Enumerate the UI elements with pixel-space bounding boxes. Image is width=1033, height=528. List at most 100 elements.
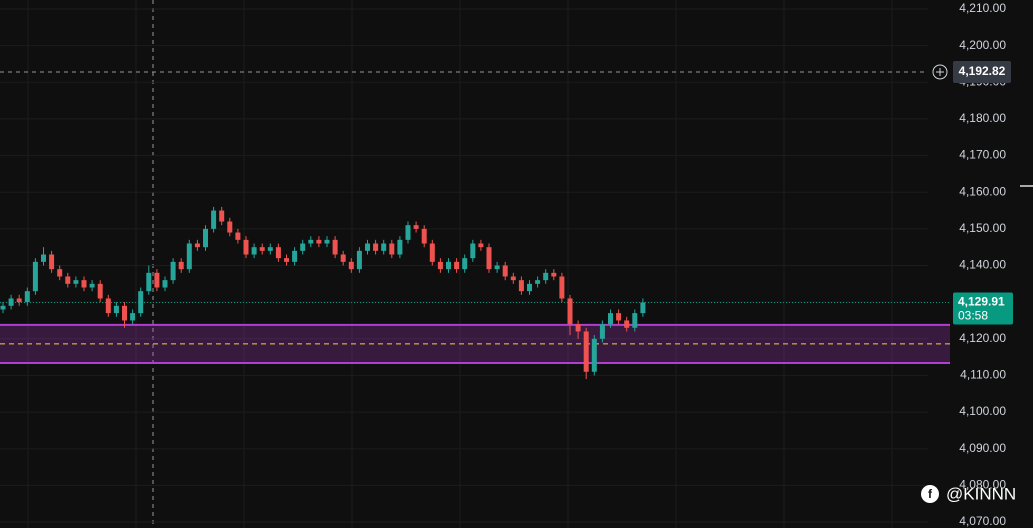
candle-body xyxy=(373,243,379,251)
candle-body xyxy=(203,228,208,248)
y-tick-label: 4,100.00 xyxy=(959,404,1006,418)
y-tick-label: 4,210.00 xyxy=(959,1,1006,15)
candle-body xyxy=(130,313,136,321)
watermark: f @KINNN xyxy=(921,484,1016,503)
candle-body xyxy=(8,298,14,306)
y-tick-label: 4,160.00 xyxy=(959,184,1006,198)
candle-body xyxy=(194,243,200,248)
candle-body xyxy=(65,276,71,284)
candle-body xyxy=(41,254,46,262)
candle-body xyxy=(551,272,557,277)
candle-body xyxy=(478,243,484,248)
watermark-text: @KINNN xyxy=(946,484,1016,503)
candle-body xyxy=(518,280,524,292)
crosshair-label: 4,192.82 xyxy=(959,64,1006,78)
candle-body xyxy=(608,313,613,325)
y-tick-label: 4,080.00 xyxy=(959,478,1006,492)
candle-body xyxy=(429,243,435,262)
crosshair-plus-button[interactable] xyxy=(932,64,948,80)
y-tick-label: 4,180.00 xyxy=(959,111,1006,125)
candle-body xyxy=(599,324,605,339)
candle-body xyxy=(527,283,532,292)
y-tick-label: 4,090.00 xyxy=(959,441,1006,455)
candle-body xyxy=(308,239,314,244)
candle-body xyxy=(575,324,581,332)
candle-body xyxy=(73,280,79,284)
candle-body xyxy=(502,265,508,277)
y-tick-label: 4,070.00 xyxy=(959,514,1006,528)
countdown-label: 03:58 xyxy=(958,309,988,323)
candle-body xyxy=(146,272,152,292)
candle-body xyxy=(446,261,451,270)
candle-body xyxy=(219,210,225,222)
candle-body xyxy=(397,239,403,255)
candle-body xyxy=(486,247,492,270)
candle-body xyxy=(389,243,395,255)
candle-body xyxy=(316,239,322,244)
candle-body xyxy=(510,276,516,281)
candle-body xyxy=(324,239,330,244)
candle-body xyxy=(251,247,257,255)
y-tick-label: 4,150.00 xyxy=(959,221,1006,235)
candle-body xyxy=(405,225,411,240)
candle-body xyxy=(632,313,638,328)
y-tick-label: 4,110.00 xyxy=(960,368,1006,382)
candle-body xyxy=(348,261,354,270)
candle-body xyxy=(113,305,119,314)
y-tick-label: 4,120.00 xyxy=(959,331,1006,345)
candle-body xyxy=(97,283,103,299)
candle-body xyxy=(567,298,573,325)
y-tick-label: 4,140.00 xyxy=(959,258,1006,272)
candle-body xyxy=(292,250,298,262)
candle-body xyxy=(243,239,249,255)
candle-body xyxy=(32,261,38,292)
candle-body xyxy=(178,261,184,270)
candle-body xyxy=(413,225,419,229)
candle-body xyxy=(81,280,87,288)
candle-body xyxy=(154,272,160,288)
y-tick-label: 4,170.00 xyxy=(959,148,1006,162)
candle-body xyxy=(267,247,273,251)
candle-body xyxy=(640,302,646,314)
candle-body xyxy=(365,243,370,251)
last-price-box xyxy=(953,292,1013,325)
candle-body xyxy=(24,291,30,303)
candle-body xyxy=(162,280,168,288)
candle-body xyxy=(494,265,500,270)
candle-body xyxy=(462,258,468,270)
candle-body xyxy=(211,210,217,229)
candle-body xyxy=(616,313,622,321)
candle-body xyxy=(105,298,111,314)
candle-body xyxy=(235,232,241,240)
candle-body xyxy=(332,239,338,255)
candle-body xyxy=(421,228,427,244)
last-price-label: 4,129.91 xyxy=(958,295,1005,309)
candle-body xyxy=(89,283,95,288)
candle-body xyxy=(559,276,565,299)
candle-body xyxy=(138,291,144,314)
candle-body xyxy=(591,338,597,372)
candle-body xyxy=(535,280,541,284)
candle-body xyxy=(470,243,476,259)
candle-body xyxy=(284,258,289,262)
y-tick-label: 4,200.00 xyxy=(959,38,1006,52)
candle-body xyxy=(0,305,6,310)
candle-body xyxy=(356,250,362,270)
candle-body xyxy=(186,243,192,270)
candle-body xyxy=(16,298,22,303)
candle-body xyxy=(122,305,127,321)
candle-body xyxy=(259,247,265,251)
candle-body xyxy=(275,247,281,259)
candle-body xyxy=(227,221,233,233)
zone-fill xyxy=(0,324,950,363)
watermark-icon: f xyxy=(928,487,933,501)
candle-body xyxy=(49,254,55,270)
candle-body xyxy=(340,254,346,262)
candle-body xyxy=(170,261,176,281)
crosshair-label-box xyxy=(953,60,1011,83)
candle-body xyxy=(454,261,460,270)
candle-body xyxy=(381,243,387,251)
vertical-grid xyxy=(27,0,893,528)
candle-body xyxy=(543,272,549,281)
